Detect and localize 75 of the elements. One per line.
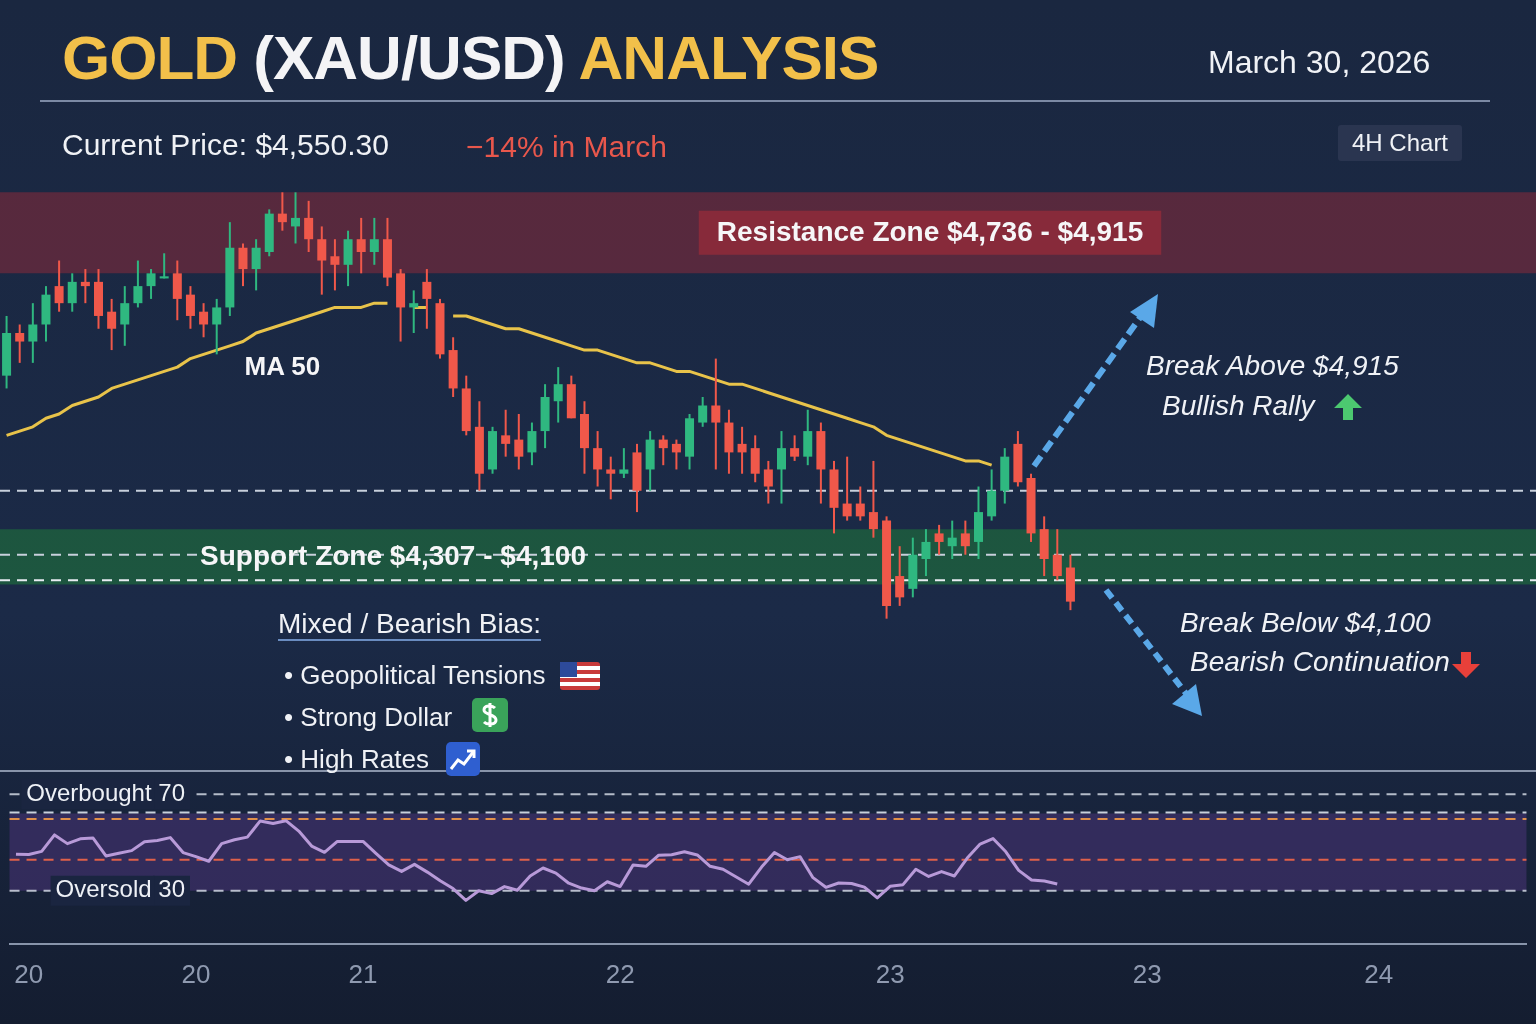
candlestick [356, 216, 366, 275]
candlestick [199, 302, 209, 339]
text: Break Below $4,100 [1180, 607, 1431, 639]
text: Bullish Rally [1162, 390, 1315, 422]
candlestick [133, 259, 143, 309]
candlestick [146, 268, 156, 300]
text: −14% in March [466, 130, 667, 164]
candlestick [120, 285, 130, 347]
candlestick [842, 455, 852, 522]
candlestick [855, 485, 865, 522]
text: • Strong Dollar [284, 702, 453, 733]
candlestick [54, 259, 64, 313]
x-tick-label: 24 [1364, 958, 1394, 989]
x-tick-label: 21 [348, 958, 378, 989]
text: • Geopolitical Tensions [284, 660, 546, 691]
chart-title: GOLD (XAU/USD) ANALYSIS [62, 23, 879, 92]
candlestick [277, 191, 287, 232]
candlestick [947, 519, 957, 560]
candlestick [671, 438, 681, 471]
candlestick [291, 191, 301, 245]
band-label: Resistance Zone $4,736 - $4,915 [716, 215, 1144, 247]
band-label: Support Zone $4,307 - $4,100 [200, 539, 586, 571]
candlestick [776, 430, 786, 505]
y-tick-label: 30 [158, 875, 185, 903]
text: 4H Chart [1338, 125, 1463, 161]
candlestick [960, 519, 970, 556]
candlestick [304, 199, 314, 254]
annotation: Oversold [55, 875, 152, 903]
candlestick [868, 459, 878, 539]
text: Current Price: $4,550.30 [62, 128, 389, 162]
candlestick [553, 366, 563, 424]
candlestick [369, 216, 379, 266]
candlestick [317, 225, 327, 296]
candlestick [28, 302, 38, 364]
candlestick [67, 272, 77, 313]
candlestick [1052, 528, 1062, 582]
candlestick [514, 413, 524, 471]
candlestick [737, 425, 747, 475]
text: March 30, 2026 [1208, 44, 1431, 81]
x-tick-label: 22 [605, 958, 635, 989]
annotation: Mixed / Bearish Bias: [278, 608, 541, 640]
candlestick [790, 434, 800, 462]
series-label: MA 50 [244, 350, 321, 381]
x-tick-label: 23 [875, 958, 905, 989]
candlestick [606, 455, 616, 501]
y-tick-label: 70 [158, 778, 185, 806]
candlestick [921, 528, 931, 578]
annotation: Overbought [26, 778, 152, 806]
annotation: • High Rates [284, 744, 429, 775]
candlestick [711, 357, 721, 471]
candlestick [107, 297, 117, 352]
candlestick [763, 459, 773, 505]
candlestick [409, 289, 419, 335]
candlestick [330, 238, 340, 292]
text: Bearish Continuation [1190, 646, 1450, 678]
candlestick [658, 434, 668, 467]
candlestick [80, 268, 90, 305]
candlestick [212, 297, 222, 356]
x-tick-label: 20 [14, 958, 44, 989]
candlestick [698, 395, 708, 428]
candlestick [895, 545, 905, 607]
x-tick-label: 23 [1132, 958, 1162, 989]
candlestick [527, 421, 537, 467]
candlestick [251, 238, 261, 292]
x-tick-label: 20 [181, 958, 211, 989]
text: Break Above $4,915 [1146, 350, 1399, 382]
candlestick [619, 447, 629, 479]
candlestick [593, 430, 603, 488]
candlestick [238, 242, 248, 288]
candlestick [501, 408, 511, 458]
candlestick [15, 323, 25, 364]
candlestick [185, 285, 195, 330]
candlestick [934, 523, 944, 556]
candlestick [422, 268, 432, 330]
candlestick [159, 252, 169, 280]
